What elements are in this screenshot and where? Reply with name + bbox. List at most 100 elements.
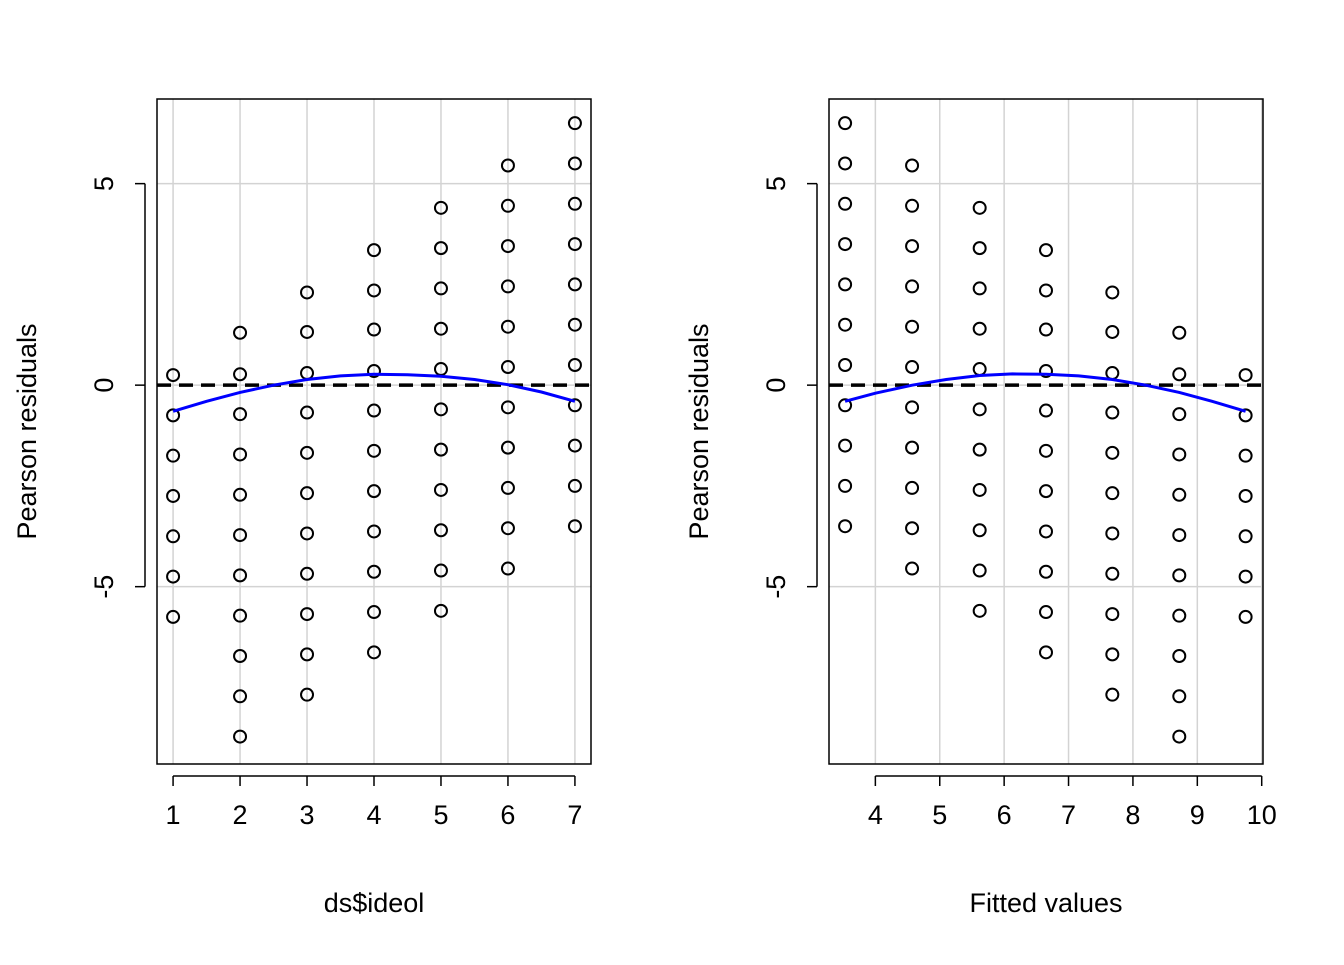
x-tick-label: 10 [1247,800,1277,830]
data-point [300,405,315,420]
data-point [1105,566,1120,581]
data-point [972,603,987,618]
data-point [1238,529,1253,544]
data-point [500,360,515,375]
data-point [1039,524,1053,539]
x-axis-title: ds$ideol [324,888,425,918]
data-point [567,116,582,131]
data-point [233,568,248,583]
data-point [433,321,448,336]
data-point [367,443,381,458]
data-point [233,325,248,340]
data-point [433,200,448,215]
data-point [233,528,248,543]
data-point [166,368,181,383]
data-point [972,402,987,417]
data-point [166,448,181,463]
data-point [300,647,315,662]
data-point [300,607,315,622]
data-point [300,526,315,541]
data-point [300,566,315,581]
x-tick-label: 3 [300,800,315,830]
data-point [500,279,515,294]
data-point [1238,448,1253,463]
data-point [367,524,381,539]
data-point [972,241,987,256]
data-point [972,482,987,497]
data-point [433,402,448,417]
data-point [567,156,582,171]
data-point [233,648,248,663]
data-point [567,438,582,453]
data-point [500,198,515,213]
data-point [1238,488,1253,503]
y-tick-label: -5 [761,575,791,599]
data-point [567,398,582,413]
data-point [500,158,515,173]
data-point [1238,408,1253,423]
data-point [166,529,181,544]
chart-panel-1: 1 2 3 4 5 6 7 -5 0 5 ds$ideol Pearson residuals [12,98,592,918]
data-point [166,609,181,624]
data-point [1172,568,1187,583]
data-point [1105,445,1120,460]
data-point [500,521,515,536]
data-point [500,239,515,254]
smooth-curve [172,372,576,413]
data-point [567,478,582,493]
data-point [1172,367,1187,382]
data-point [1039,605,1053,620]
data-point [1105,647,1120,662]
data-point [838,277,853,292]
data-point [1039,364,1053,379]
data-point [838,398,853,413]
data-point [905,319,920,334]
data-point [367,364,381,379]
data-point [838,358,853,372]
data-point [905,198,920,213]
chart-panel-2: 4 5 6 7 8 9 10 -5 0 5 Fitted values Pearson residua… [684,98,1277,918]
data-point [233,407,248,422]
data-point [838,519,853,534]
data-point [500,440,515,455]
data-point [433,442,448,457]
x-axis-title: Fitted values [969,888,1122,918]
data-point [233,729,248,744]
data-point [300,324,315,339]
data-point [233,487,248,502]
data-point [905,440,920,455]
data-point [1238,609,1253,624]
data-point [1238,569,1253,584]
data-point [1172,689,1187,704]
data-point [1172,325,1187,340]
data-point [905,400,920,415]
x-tick-label: 7 [567,800,582,830]
data-point [1105,324,1120,339]
data-point [367,243,381,258]
data-point [905,279,920,294]
data-point [838,156,853,171]
y-tick-label: 0 [761,378,791,393]
data-point [367,283,381,298]
data-point [1039,443,1053,458]
data-point [166,569,181,584]
x-tick-label: 6 [997,800,1012,830]
x-tick-label: 7 [1061,800,1076,830]
data-point [838,237,853,252]
data-point [838,116,853,131]
data-point [1172,729,1187,744]
x-tick-label: 4 [868,800,883,830]
data-point [433,523,448,538]
data-point [567,519,582,534]
data-point [433,603,448,618]
data-point [567,196,582,211]
data-point [233,689,248,704]
data-point [1238,368,1253,383]
data-point [1039,564,1053,579]
x-tick-label: 5 [433,800,448,830]
data-point [433,482,448,497]
data-point [905,480,920,495]
data-point [1172,407,1187,422]
data-point [1105,486,1120,501]
